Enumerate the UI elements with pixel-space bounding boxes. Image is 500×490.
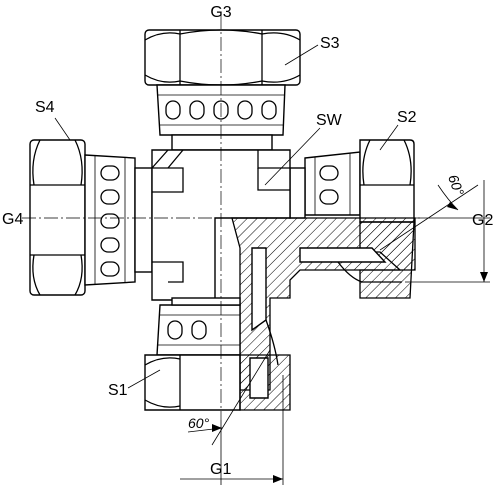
top-nut bbox=[144, 29, 301, 86]
label-s3: S3 bbox=[320, 35, 340, 52]
label-s1: S1 bbox=[108, 382, 128, 399]
label-angle-right: 60° bbox=[445, 172, 467, 198]
label-g1: G1 bbox=[210, 461, 231, 478]
bottom-collar bbox=[171, 297, 241, 306]
right-nut bbox=[359, 139, 415, 223]
angle-bottom-dimension bbox=[187, 349, 271, 446]
label-g2: G2 bbox=[472, 212, 493, 229]
top-collar bbox=[171, 134, 273, 151]
label-angle-bottom: 60° bbox=[188, 415, 210, 431]
left-collar bbox=[134, 167, 153, 273]
left-nut bbox=[29, 139, 86, 296]
g2-dimension bbox=[405, 180, 490, 283]
angle-right-dimension bbox=[379, 184, 479, 251]
label-g4: G4 bbox=[2, 211, 23, 228]
bottom-nut bbox=[144, 354, 241, 411]
right-collar bbox=[289, 167, 306, 219]
left-ring bbox=[84, 154, 136, 286]
bore-horizontal bbox=[299, 247, 387, 263]
label-sw: SW bbox=[316, 112, 343, 129]
label-g3: G3 bbox=[210, 4, 231, 21]
bottom-ring bbox=[156, 304, 241, 356]
label-s4: S4 bbox=[35, 99, 55, 116]
bore-vertical bbox=[251, 247, 267, 332]
label-s2: S2 bbox=[397, 109, 417, 126]
g1-dimension bbox=[180, 375, 284, 485]
right-ring bbox=[304, 151, 361, 216]
